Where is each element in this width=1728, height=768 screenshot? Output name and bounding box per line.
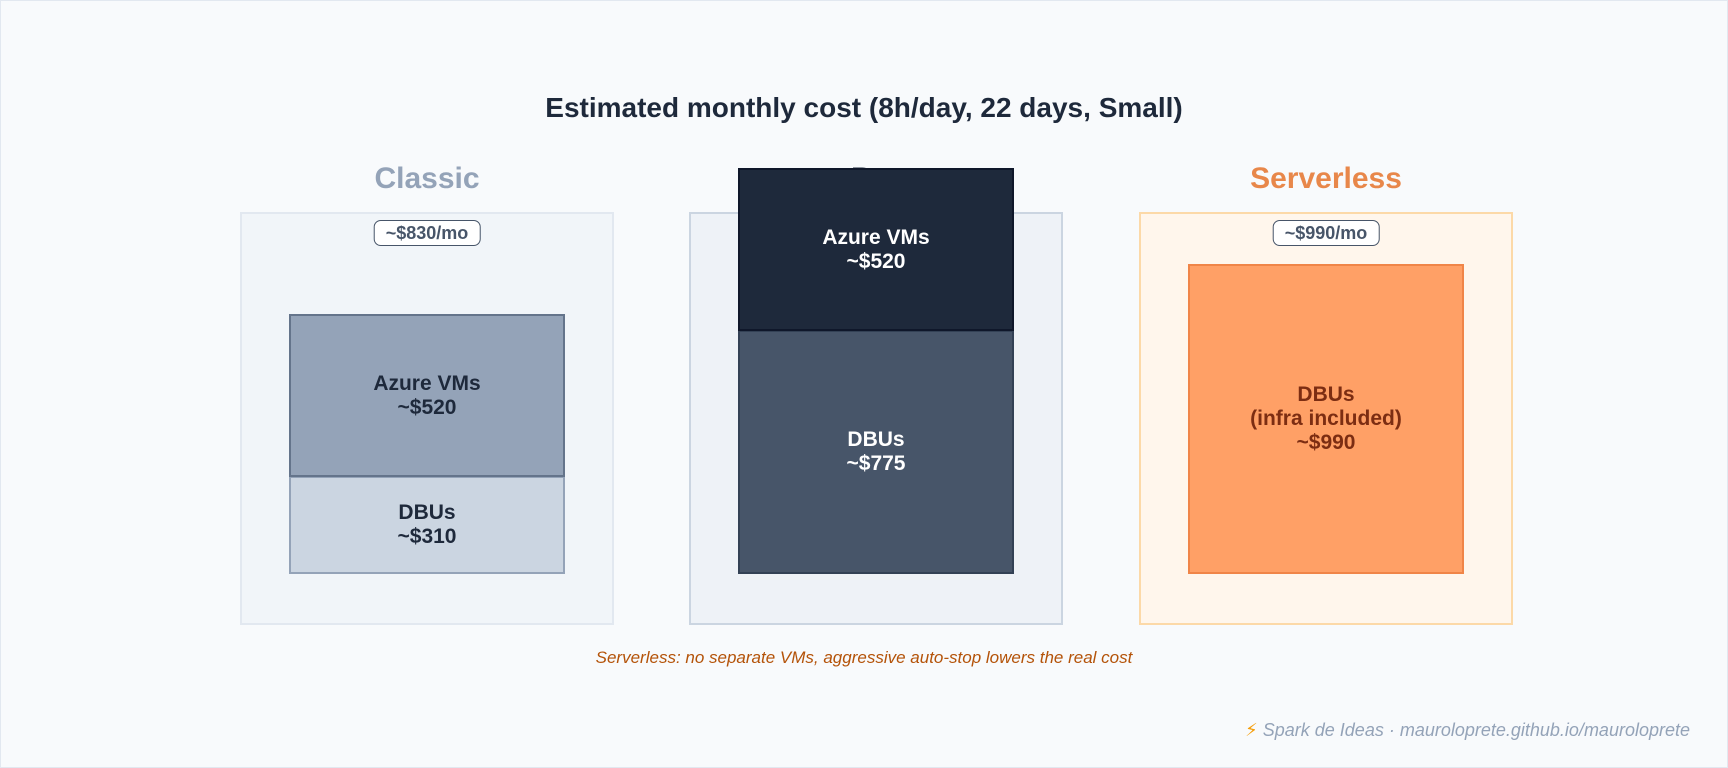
bar-segment-pro-azure-vms: Azure VMs ~$520	[738, 168, 1014, 331]
chart-note: Serverless: no separate VMs, aggressive …	[595, 648, 1133, 667]
bar-segment-serverless-dbus: DBUs (infra included) ~$990	[1188, 264, 1464, 574]
segment-label: ~$520	[846, 249, 906, 273]
segment-label: (infra included)	[1250, 407, 1402, 430]
column-title-classic: Classic	[374, 162, 480, 195]
segment-label: ~$310	[397, 525, 457, 548]
total-label-classic: ~$830/mo	[373, 220, 481, 246]
bar-segment-classic-dbus: DBUs ~$310	[289, 477, 565, 574]
bar-segment-pro-dbus: DBUs ~$775	[738, 331, 1014, 574]
segment-label: ~$520	[397, 395, 457, 419]
column-title-serverless: Serverless	[1250, 162, 1402, 195]
segment-label: Azure VMs	[822, 225, 930, 249]
bar-segment-classic-azure-vms: Azure VMs ~$520	[289, 314, 565, 477]
segment-label: Azure VMs	[373, 371, 481, 395]
footer-text: Spark de Ideas · mauroloprete.github.io/…	[1262, 720, 1690, 740]
segment-label: DBUs	[847, 428, 905, 451]
footer-credit: ⚡ Spark de Ideas · mauroloprete.github.i…	[1245, 720, 1690, 741]
segment-label: DBUs	[398, 501, 456, 524]
segment-label: ~$775	[846, 452, 906, 475]
segment-label: ~$990	[1296, 431, 1356, 454]
lightning-icon: ⚡	[1245, 720, 1258, 740]
total-label-serverless: ~$990/mo	[1272, 220, 1380, 246]
chart-title: Estimated monthly cost (8h/day, 22 days,…	[545, 92, 1183, 123]
segment-label: DBUs	[1297, 383, 1355, 406]
